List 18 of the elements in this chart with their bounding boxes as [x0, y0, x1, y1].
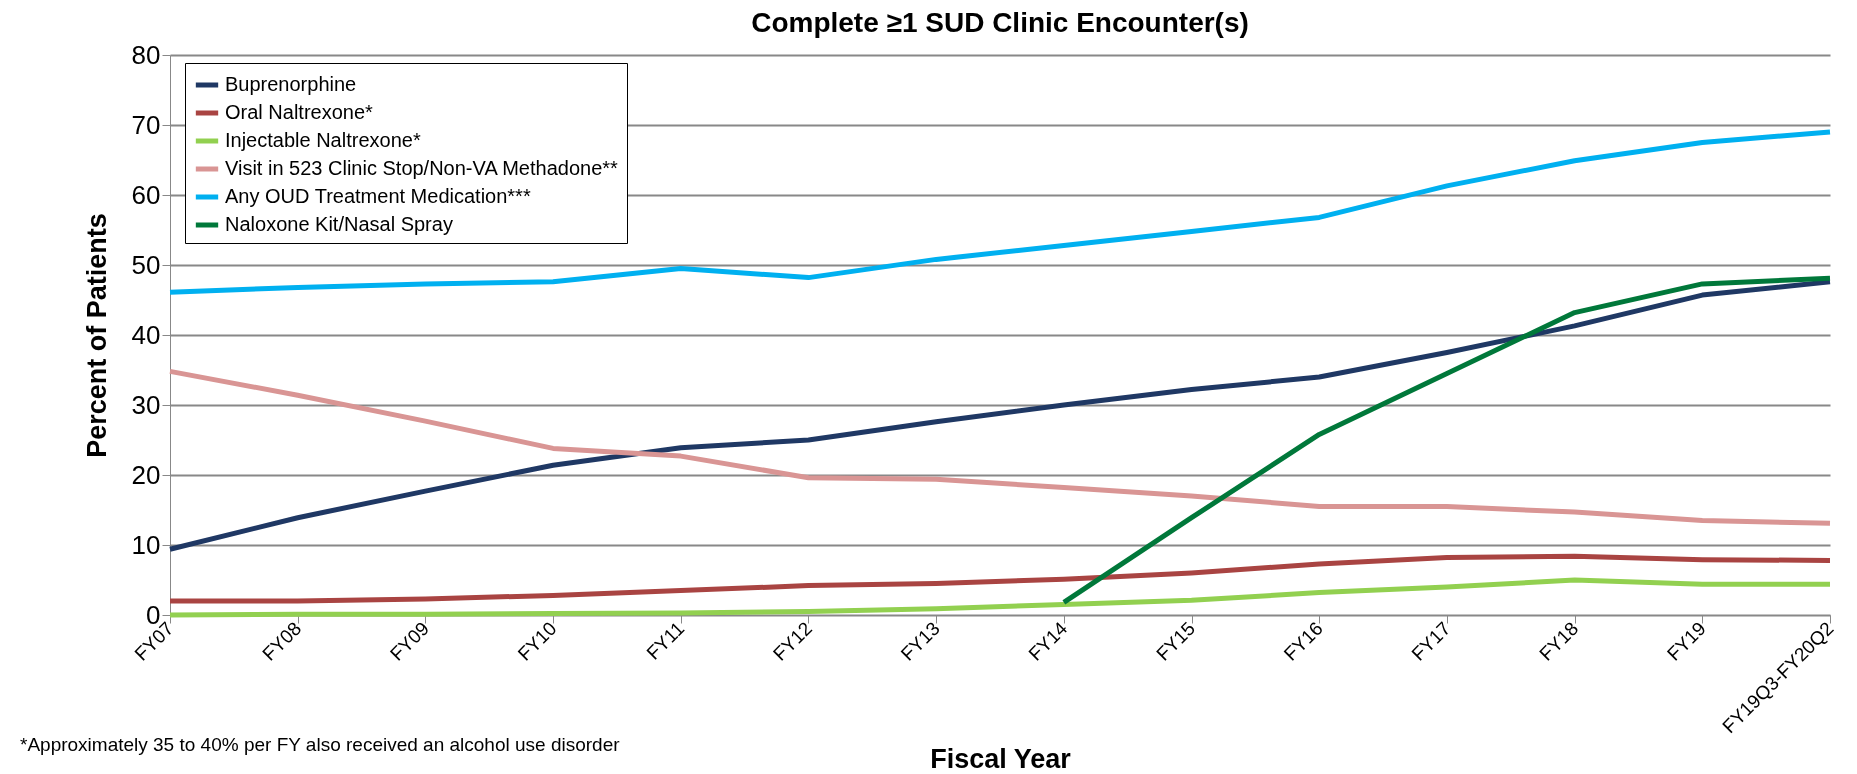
text: *Approximately 35 to 40% per FY also received an alcohol use disorder — [20, 734, 621, 755]
legend-label: Any OUD Treatment Medication*** — [225, 185, 531, 207]
y-tick-label: 50 — [131, 249, 161, 280]
y-axis-title: Percent of Patients — [81, 213, 112, 458]
x-axis-title: Fiscal Year — [930, 744, 1072, 774]
legend-label: Buprenorphine — [225, 73, 357, 95]
legend-label: Injectable Naltrexone* — [225, 129, 421, 151]
legend-label: Naloxone Kit/Nasal Spray — [225, 213, 453, 235]
y-tick-label: 60 — [131, 179, 161, 210]
legend-label: Oral Naltrexone* — [225, 101, 374, 123]
y-tick-label: 70 — [131, 109, 161, 140]
y-tick-label: 40 — [131, 319, 161, 350]
legend-label: Visit in 523 Clinic Stop/Non-VA Methadone** — [225, 157, 619, 179]
y-tick-label: 20 — [131, 459, 161, 490]
y-tick-label: 30 — [131, 389, 161, 420]
y-tick-label: 80 — [131, 39, 161, 70]
chart-title: Complete ≥1 SUD Clinic Encounter(s) — [751, 7, 1249, 38]
y-tick-label: 10 — [131, 529, 161, 560]
